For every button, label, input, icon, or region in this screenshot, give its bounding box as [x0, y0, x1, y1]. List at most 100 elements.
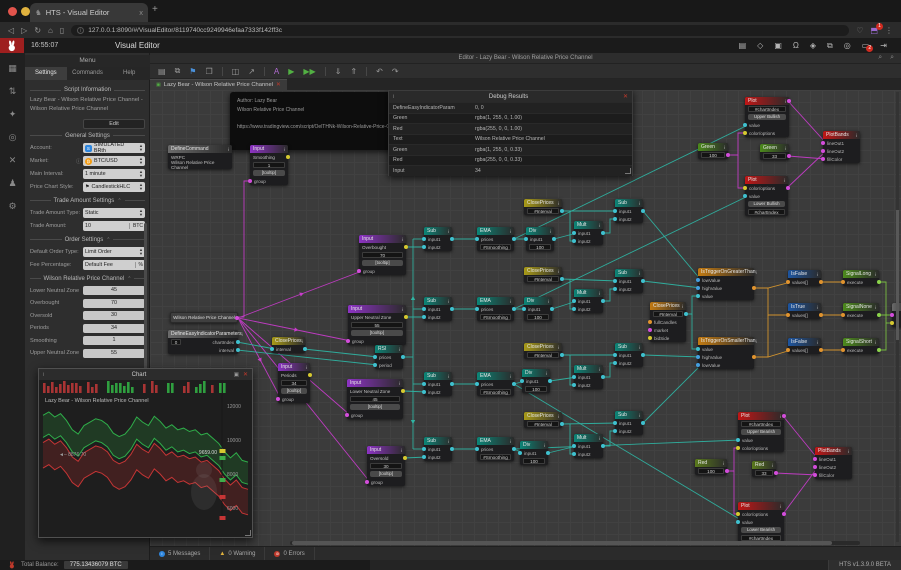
port-input1[interactable]: [613, 209, 617, 213]
node-mult-1[interactable]: Mult i input1 input2: [572, 221, 605, 245]
node-info-icon[interactable]: i: [723, 460, 724, 466]
toolbar-text-icon[interactable]: A: [273, 66, 280, 76]
output-port[interactable]: [512, 382, 516, 386]
output-port[interactable]: [641, 279, 645, 283]
node-info-icon[interactable]: i: [510, 373, 511, 379]
port-lineOut1[interactable]: [821, 141, 825, 145]
node-info-icon[interactable]: i: [724, 144, 725, 150]
node-sub-2[interactable]: Sub i input1 input2: [422, 297, 454, 321]
node-info-icon[interactable]: i: [817, 339, 818, 345]
forward-icon[interactable]: ▷: [21, 25, 28, 35]
node-green-100[interactable]: Green i 100: [698, 143, 730, 159]
port-input1[interactable]: [613, 353, 617, 357]
camera-icon[interactable]: ▣: [233, 371, 239, 378]
warnings-chip[interactable]: ▲ 0 Warning: [210, 547, 266, 560]
toolbar-download-icon[interactable]: ⇓: [334, 66, 342, 76]
node-info-icon[interactable]: i: [599, 435, 600, 441]
node-define-easy-indicator-parameters[interactable]: DefineEasyIndicatorParameters i 0 chartInde…: [168, 330, 243, 354]
node-input-overbought[interactable]: Input i Overbought 70 [tooltip] group: [357, 235, 408, 275]
node-info-icon[interactable]: i: [399, 380, 400, 386]
port-lineOut2[interactable]: [821, 149, 825, 153]
port-color/options[interactable]: [743, 131, 747, 135]
extension-icon[interactable]: ⬒ 1: [870, 22, 883, 35]
port-input1[interactable]: [422, 237, 426, 241]
traffic-light-minimize[interactable]: [21, 7, 30, 16]
port-group[interactable]: [248, 179, 252, 183]
node-info-icon[interactable]: i: [510, 228, 511, 234]
section-heading[interactable]: Order Settings ⌃: [30, 237, 145, 243]
port-input1[interactable]: [422, 447, 426, 451]
port-input1[interactable]: [572, 231, 576, 235]
layers-icon[interactable]: ⧉: [827, 40, 833, 50]
home-icon[interactable]: ⌂: [48, 25, 53, 35]
canvas-vscrollbar-thumb[interactable]: [896, 210, 899, 340]
port-values[][interactable]: [786, 313, 790, 317]
section-heading[interactable]: General Settings: [30, 133, 145, 139]
node-signal-short[interactable]: SignalShort i execute: [841, 338, 881, 354]
stepper[interactable]: ▲ ▼: [139, 208, 143, 218]
node-canvas[interactable]: Author: Lazy Bear Wilson Relative Price C…: [150, 90, 901, 546]
node-close-prices-r3[interactable]: ClosePrices i #Interval: [524, 343, 564, 359]
script-tab-close-icon[interactable]: ✕: [275, 82, 281, 88]
toolbar-play-icon[interactable]: ▶: [288, 66, 295, 76]
toolbar-chart-icon[interactable]: ↗: [248, 66, 255, 76]
port-input2[interactable]: [572, 383, 576, 387]
node-plot-lower-bullish[interactable]: Plot i color/options value Lower Bullish #cha…: [743, 176, 790, 216]
output-port[interactable]: [560, 422, 564, 426]
param-input[interactable]: 30: [83, 311, 145, 321]
rail-scripts-icon[interactable]: ✦: [8, 109, 17, 119]
section-heading[interactable]: Trade Amount Settings ⌃: [30, 198, 145, 204]
node-info-icon[interactable]: i: [306, 364, 307, 370]
node-define-command[interactable]: DefineCommand i WRPC Wilson Relative Price …: [168, 145, 232, 170]
port-prices[interactable]: [475, 447, 479, 451]
chart-close-icon[interactable]: ✕: [242, 372, 248, 378]
toolbar-copy-icon[interactable]: ❐: [205, 66, 213, 76]
rail-settings-icon[interactable]: ⚙: [8, 201, 17, 211]
output-port[interactable]: [512, 447, 516, 451]
port-value[interactable]: [743, 123, 747, 127]
sidebar-tab-commands[interactable]: Commands: [72, 70, 103, 76]
info-icon[interactable]: ⓘ: [75, 158, 81, 165]
bell-icon[interactable]: Ω: [792, 41, 799, 50]
param-input[interactable]: 45: [83, 286, 145, 296]
node-sub-1[interactable]: Sub i input1 input2: [422, 227, 454, 251]
stepper[interactable]: ▲ ▼: [139, 143, 143, 153]
node-is-trigger-on-smaller-than[interactable]: IsTriggerOnSmallerThan i value highValue low…: [696, 337, 757, 369]
node-mult-2[interactable]: Mult i input1 input2: [572, 289, 605, 313]
tab-close-icon[interactable]: x: [139, 8, 143, 17]
bookmark-icon[interactable]: ▯: [59, 25, 65, 35]
toolbar-save-icon[interactable]: ◫: [231, 66, 240, 76]
port-value[interactable]: [696, 294, 700, 298]
node-ema-2[interactable]: EMA i prices #Smoothing: [475, 297, 516, 321]
output-port[interactable]: [786, 186, 790, 190]
port-group[interactable]: [345, 413, 349, 417]
setting-control[interactable]: ⚑ CandlestickHLC ▲ ▼: [83, 182, 145, 193]
node-plot-lower-bearish[interactable]: Plot i color/options value Lower Bearish #cha…: [736, 502, 786, 542]
node-plot-upper-bearish[interactable]: Plot i #chartIndex Upper Bearish value color/…: [736, 412, 786, 452]
new-tab-button[interactable]: +: [152, 4, 158, 15]
node-mult-3[interactable]: Mult i input1 input2: [572, 365, 605, 389]
node-input-periods[interactable]: Input i Periods 34 [tooltip] group: [276, 363, 312, 403]
node-info-icon[interactable]: i: [785, 145, 786, 151]
port-input1[interactable]: [572, 299, 576, 303]
port-group[interactable]: [346, 339, 350, 343]
port-execute[interactable]: [841, 280, 845, 284]
node-signal-long[interactable]: SignalLong i execute: [841, 270, 881, 286]
rail-user-icon[interactable]: ♟: [8, 178, 17, 188]
node-info-icon[interactable]: i: [402, 306, 403, 312]
port-lowValue[interactable]: [696, 278, 700, 282]
setting-control[interactable]: Static ▲ ▼: [83, 208, 145, 219]
output-port[interactable]: [286, 155, 290, 159]
port-values[][interactable]: [786, 348, 790, 352]
port-highValue[interactable]: [696, 355, 700, 359]
node-rsi[interactable]: RSI i prices period: [373, 345, 405, 369]
node-info-icon[interactable]: i: [510, 438, 511, 444]
port-lineOut2[interactable]: [813, 465, 817, 469]
node-info-icon[interactable]: i: [399, 346, 400, 352]
port-input1[interactable]: [572, 444, 576, 448]
setting-control[interactable]: ₿ BTC/USD ▲ ▼: [83, 156, 145, 167]
setting-control[interactable]: Limit Order ▲ ▼: [83, 247, 145, 258]
node-div-2[interactable]: Div i input1 100: [522, 297, 554, 321]
output-port[interactable]: [819, 280, 823, 284]
node-info-icon[interactable]: i: [558, 268, 559, 274]
